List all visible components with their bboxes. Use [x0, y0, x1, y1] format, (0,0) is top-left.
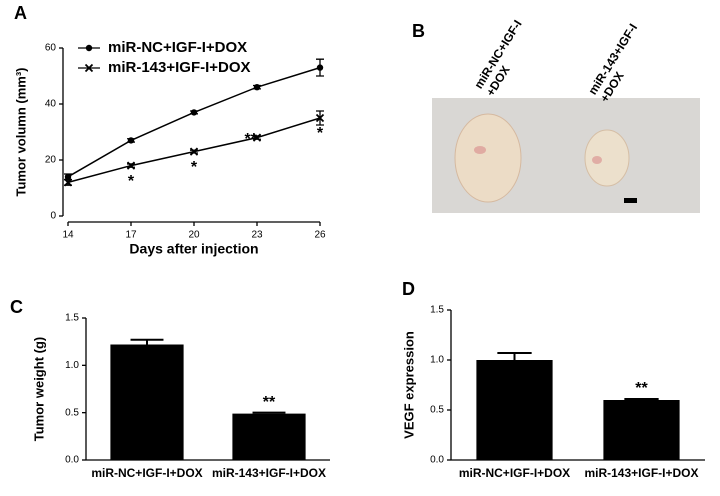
error-bar	[130, 338, 164, 345]
point	[253, 84, 261, 91]
point	[189, 147, 199, 156]
annotation: *	[128, 173, 135, 190]
x-tick-label: 14	[62, 230, 74, 241]
y-tick-label: 1.5	[65, 313, 79, 324]
x-tick-label: 26	[314, 230, 326, 241]
point	[64, 173, 72, 180]
error-bar	[252, 411, 286, 414]
y-tick-label: 0.0	[430, 455, 444, 466]
point	[316, 64, 324, 71]
point	[126, 161, 136, 170]
y-tick-label: 40	[45, 99, 57, 110]
y-tick-label: 0.5	[430, 405, 444, 416]
y-tick-label: 1.5	[430, 305, 444, 316]
error-bar	[624, 398, 659, 400]
y-tick-label: 1.0	[65, 360, 79, 371]
point	[63, 178, 73, 187]
point	[252, 133, 262, 142]
y-tick-label: 20	[45, 155, 57, 166]
annotation: *	[191, 159, 198, 176]
x-tick-label: 20	[188, 230, 200, 241]
x-tick-label: miR-NC+IGF-I+DOX	[91, 466, 202, 480]
point	[127, 137, 135, 144]
annotation: **	[263, 394, 276, 411]
x-tick-label: 17	[125, 230, 137, 241]
bar	[232, 413, 306, 460]
legend-label: miR-NC+IGF-I+DOX	[108, 39, 247, 56]
x-tick-label: miR-143+IGF-I+DOX	[584, 466, 698, 480]
bar	[603, 400, 680, 460]
bar	[110, 344, 184, 460]
sample-label: miR-NC+IGF-I +DOX	[471, 17, 524, 98]
point	[84, 63, 94, 73]
y-axis-label: Tumor weight (g)	[31, 337, 46, 441]
sample-label: miR-143+IGF-I +DOX	[585, 21, 640, 105]
x-tick-label: 23	[251, 230, 263, 241]
y-axis-label: VEGF expression	[401, 331, 416, 439]
point	[85, 44, 93, 52]
panel-label: A	[14, 3, 27, 23]
point	[190, 109, 198, 116]
tumor-photo	[432, 98, 700, 213]
y-tick-label: 60	[45, 43, 57, 54]
bar	[476, 360, 553, 460]
error-bar	[497, 352, 532, 360]
panel-label: B	[412, 21, 425, 41]
point	[315, 113, 325, 123]
tumor	[584, 129, 630, 187]
x-tick-label: miR-143+IGF-I+DOX	[212, 466, 326, 480]
tumor-spot	[592, 156, 602, 164]
y-tick-label: 0	[50, 211, 56, 222]
y-axis-label: Tumor volumn (mm³)	[13, 67, 28, 196]
y-tick-label: 0.5	[65, 407, 79, 418]
x-axis-label: Days after injection	[129, 241, 258, 257]
annotation: **	[635, 380, 648, 397]
panel-label: D	[402, 279, 415, 299]
annotation: **	[245, 131, 258, 148]
x-tick-label: miR-NC+IGF-I+DOX	[459, 466, 570, 480]
annotation: *	[317, 125, 324, 142]
y-tick-label: 1.0	[430, 355, 444, 366]
tumor-spot	[474, 146, 486, 154]
legend-label: miR-143+IGF-I+DOX	[108, 59, 251, 76]
y-tick-label: 0.0	[65, 455, 79, 466]
scale-bar	[624, 198, 637, 203]
tumor	[454, 113, 522, 203]
panel-label: C	[10, 297, 23, 317]
